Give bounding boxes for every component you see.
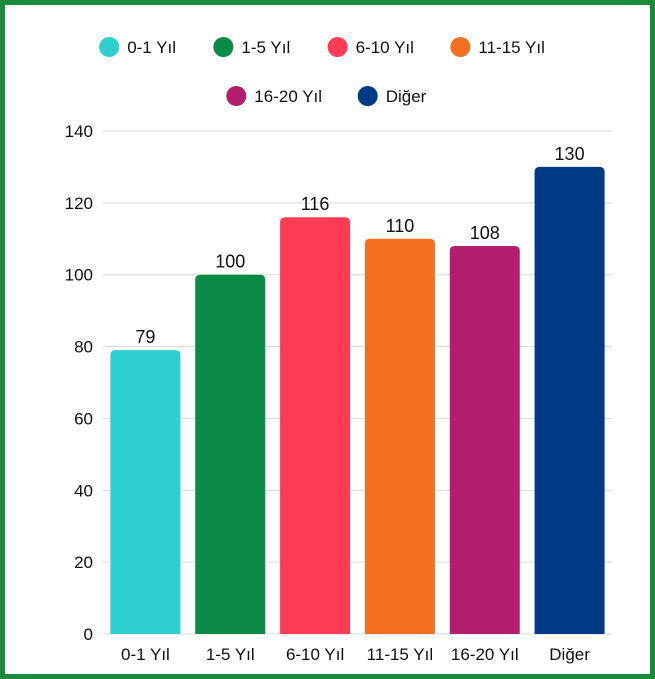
y-tick-label: 140	[65, 122, 93, 141]
bar-6	[534, 166, 605, 634]
legend-marker-icon	[450, 37, 471, 57]
legend-marker-icon	[213, 37, 234, 57]
legend-label: 0-1 Yıl	[127, 38, 176, 57]
bar-2	[195, 274, 266, 634]
legend-label: 16-20 Yıl	[254, 87, 322, 106]
legend-label: 1-5 Yıl	[241, 38, 290, 57]
bar-4	[364, 238, 435, 635]
x-tick-label: 16-20 Yıl	[451, 645, 519, 664]
x-tick-label: 6-10 Yıl	[286, 645, 344, 664]
bar-1	[110, 350, 181, 634]
y-tick-label: 40	[74, 481, 93, 500]
y-tick-label: 120	[65, 194, 93, 213]
data-label: 79	[135, 327, 155, 347]
legend-label: 6-10 Yıl	[356, 38, 414, 57]
y-tick-label: 60	[74, 409, 93, 428]
legend-label: Diğer	[386, 87, 427, 106]
y-tick-label: 80	[74, 338, 93, 357]
y-tick-label: 20	[74, 553, 93, 572]
legend-label: 11-15 Yıl	[478, 38, 544, 57]
bar-5	[449, 245, 520, 634]
y-tick-label: 100	[65, 266, 93, 285]
data-label: 100	[215, 252, 245, 272]
y-tick-label: 0	[84, 625, 93, 644]
data-label: 108	[470, 223, 500, 243]
data-label: 116	[301, 194, 330, 214]
data-label: 130	[555, 144, 585, 164]
legend-marker-icon	[226, 86, 247, 106]
x-tick-label: 0-1 Yıl	[121, 645, 170, 664]
legend-marker-icon	[357, 86, 378, 106]
x-tick-label: 11-15 Yıl	[367, 645, 433, 664]
x-tick-label: 1-5 Yıl	[206, 645, 255, 664]
x-tick-label: Diğer	[549, 645, 590, 664]
legend-marker-icon	[99, 37, 120, 57]
bar-3	[280, 217, 351, 634]
data-label: 110	[386, 216, 415, 236]
legend-marker-icon	[327, 37, 348, 57]
